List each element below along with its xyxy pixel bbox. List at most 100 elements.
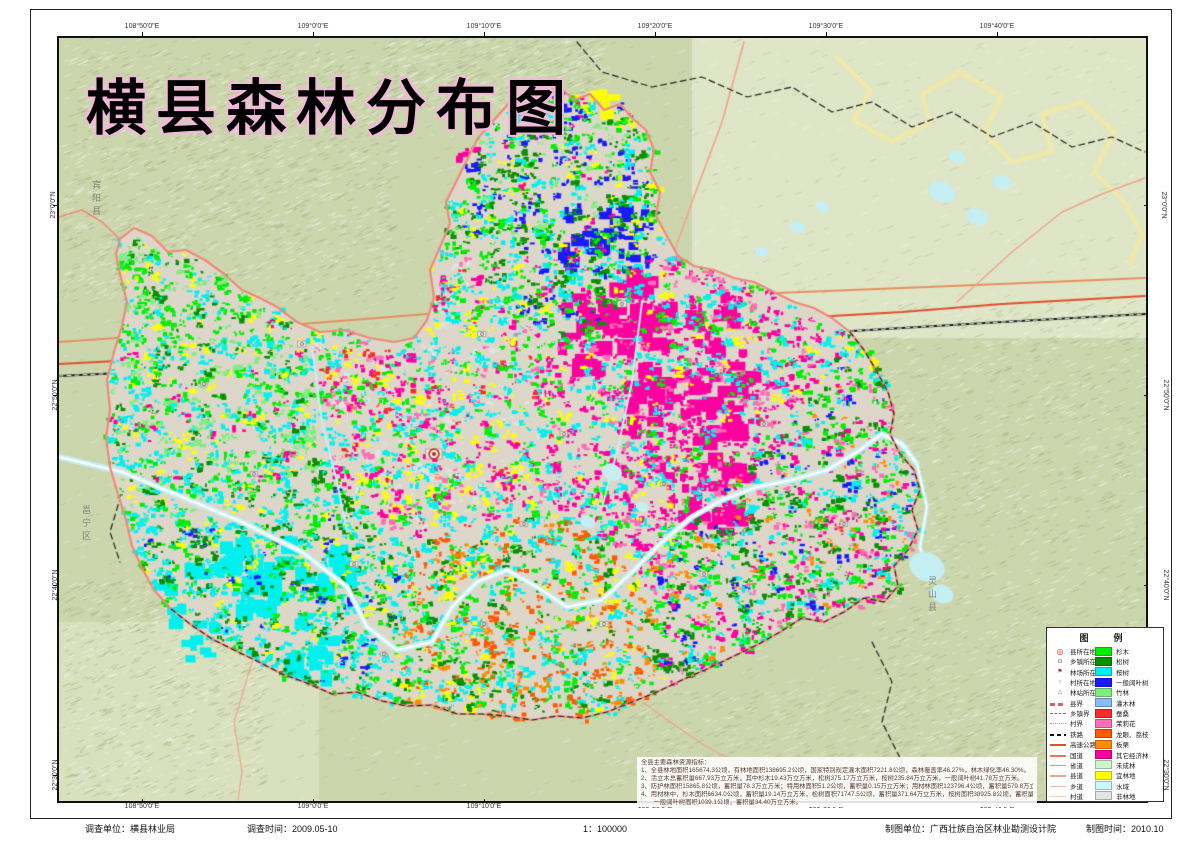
legend-label: 灌木林 (1116, 700, 1136, 708)
tick-mark (655, 32, 656, 36)
notes-line: 一般阔叶树面积1039.1公顷，蓄积量34.40万立方米。 (641, 799, 802, 806)
legend-label: 一般阔叶树 (1116, 680, 1149, 688)
legend-color-chip (1095, 698, 1112, 708)
graticule-label-bottom: 109°0'0"E (297, 803, 329, 810)
legend-item: 龙眼、荔枝 (1095, 729, 1149, 739)
legend-item: 未成林 (1095, 760, 1136, 770)
legend-label: 乡镇所在地 (1070, 659, 1103, 667)
legend-item: 蚕桑 (1095, 708, 1129, 718)
mapping-time: 制图时间：2010.10 (1086, 824, 1164, 834)
legend-symbol-icon: ○ (1058, 679, 1062, 686)
legend-item: 乡道 (1050, 781, 1083, 791)
legend-label: 乡镇界 (1070, 711, 1090, 719)
legend-item: 县道 (1050, 770, 1083, 780)
legend-symbol-icon: △ (1058, 689, 1062, 696)
legend-color-chip (1095, 739, 1112, 749)
legend-item: 松树 (1095, 656, 1129, 666)
graticule-label-bottom: 108°50'0"E (124, 803, 160, 810)
graticule-label-top: 109°0'0"E (297, 23, 329, 30)
legend-label: 村道 (1070, 793, 1083, 801)
legend-item: 水域 (1095, 781, 1129, 791)
legend-label: 松树 (1116, 659, 1129, 667)
legend-item: 其它经济林 (1095, 750, 1149, 760)
legend-symbol-icon: ◎ (1056, 646, 1064, 656)
legend-item: ○ 村所在地 (1050, 677, 1096, 687)
tick-mark (484, 799, 485, 803)
legend-line-sample (1050, 771, 1066, 779)
legend-item: 板栗 (1095, 739, 1129, 749)
legend-symbol-icon: ⚑ (1057, 669, 1063, 676)
graticule-label-right: 22°40'0"N (1162, 569, 1170, 601)
map-canvas (59, 38, 1146, 801)
tick-mark (484, 32, 485, 36)
graticule-label-right: 23°0'0"N (1160, 191, 1168, 219)
legend-line-sample (1050, 699, 1066, 707)
legend-line-sample (1050, 792, 1066, 800)
legend-label: 高速公路 (1070, 742, 1096, 750)
notes-line: 2、活立木总蓄积量667.93万立方米，其中杉木19.43万立方米，松树375.… (641, 775, 1024, 782)
legend-label: 铁路 (1070, 731, 1083, 739)
legend-label: 县道 (1070, 773, 1083, 781)
legend-color-chip (1095, 646, 1112, 656)
legend-item: 茉莉花 (1095, 718, 1136, 728)
legend-color-chip (1095, 760, 1112, 770)
legend-item: 铁路 (1050, 729, 1083, 739)
notes-heading: 全县主要森林资源指标： (641, 759, 711, 766)
legend-line-sample (1050, 761, 1066, 769)
legend-label: 蚕桑 (1116, 711, 1129, 719)
legend-label: 县界 (1070, 700, 1083, 708)
legend-color-chip (1095, 677, 1112, 687)
legend-label: 板栗 (1116, 742, 1129, 750)
legend-label: 村所在地 (1070, 680, 1096, 688)
legend-item: 村界 (1050, 718, 1083, 728)
tick-mark (313, 799, 314, 803)
tick-mark (53, 585, 57, 586)
legend-line-sample (1050, 730, 1066, 738)
legend-label: 桉树 (1116, 669, 1129, 677)
tick-mark (313, 32, 314, 36)
legend-label: 其它经济林 (1116, 752, 1149, 760)
legend-label: 龙眼、荔枝 (1116, 731, 1149, 739)
legend-line-sample (1050, 782, 1066, 790)
legend-item: ⊙ 乡镇所在地 (1050, 656, 1103, 667)
legend-item: 省道 (1050, 760, 1083, 770)
legend-color-chip (1095, 708, 1112, 718)
legend: 图 例 ◎ 县所在地 ⊙ 乡镇所在地 ⚑ 林场所在地 ○ 村所在地 △ 林站所在地县界乡镇界村界铁… (1046, 627, 1164, 802)
legend-label: 县所在地 (1070, 649, 1096, 656)
legend-item: 灌木林 (1095, 698, 1136, 708)
legend-label: 竹林 (1116, 690, 1129, 698)
legend-color-chip (1095, 718, 1112, 728)
tick-mark (1144, 205, 1148, 206)
legend-label: 茉莉花 (1116, 721, 1136, 729)
legend-label: 宜林地 (1116, 773, 1136, 781)
legend-label: 未成林 (1116, 762, 1136, 770)
legend-title: 图 例 (1079, 633, 1131, 643)
legend-label: 水域 (1116, 783, 1129, 791)
tick-mark (53, 395, 57, 396)
legend-color-chip (1095, 750, 1112, 759)
notes-panel: 全县主要森林资源指标： 1、全县林地面积165674.3公顷，有林地面积1386… (637, 757, 1037, 807)
legend-color-chip (1095, 770, 1112, 780)
legend-label: 杉木 (1116, 649, 1129, 656)
legend-item: 国道 (1050, 750, 1083, 760)
legend-label: 村界 (1070, 721, 1083, 729)
graticule-label-bottom: 109°10'0"E (466, 803, 502, 810)
legend-item: 一般阔叶树 (1095, 677, 1149, 687)
legend-label: 林站所在地 (1070, 690, 1103, 698)
notes-line: 3、防护林面积15865.8公顷，蓄积量78.3万立方米；特用林面积51.2公顷… (641, 783, 1033, 790)
legend-color-chip (1095, 667, 1112, 677)
legend-item: 高速公路 (1050, 739, 1096, 749)
legend-color-chip (1095, 656, 1112, 666)
legend-label: 林场所在地 (1070, 669, 1103, 677)
mapping-unit: 制图单位：广西壮族自治区林业勘测设计院 (885, 824, 1057, 834)
legend-symbol-icon: ⊙ (1057, 658, 1063, 665)
graticule-label-top: 109°30'0"E (808, 23, 844, 30)
notes-line: 1、全县林地面积165674.3公顷，有林地面积138695.2公顷，国家特别规… (641, 767, 1030, 774)
legend-color-chip (1095, 687, 1112, 697)
tick-mark (142, 32, 143, 36)
tick-mark (142, 799, 143, 803)
tick-mark (1144, 395, 1148, 396)
legend-item: ⚑ 林场所在地 (1050, 667, 1103, 677)
legend-item: 乡镇界 (1050, 708, 1090, 718)
